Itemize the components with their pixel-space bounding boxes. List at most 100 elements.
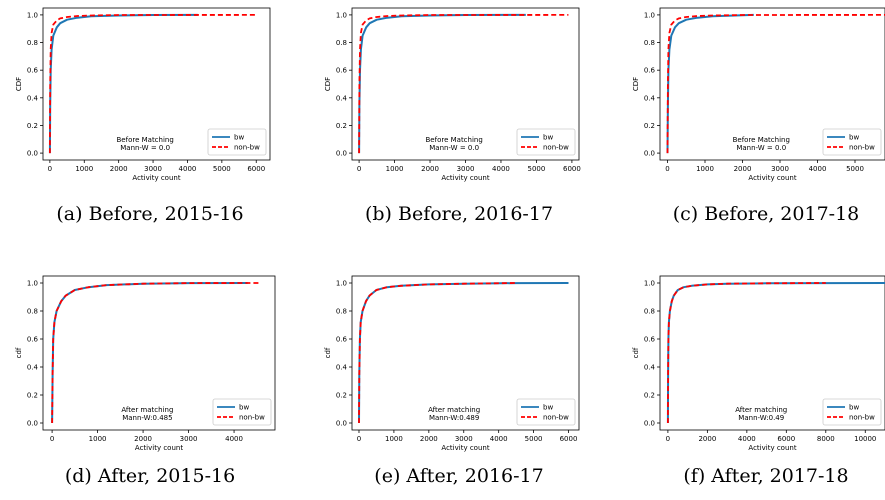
annotation-line: Mann-W:0.489 [429,414,479,422]
y-tick-label: 0.8 [27,39,38,47]
series-line-bw [666,13,754,154]
x-tick-label: 4000 [179,165,197,173]
legend-box [822,128,882,156]
series-line-non-bw [49,13,257,154]
series-group [358,282,569,424]
x-tick-label: 0 [50,435,54,443]
plot-frame [659,275,885,431]
caption-a: (a) Before, 2015-16 [56,203,244,225]
y-tick-label: 0.0 [336,420,347,428]
y-tick-label: 0.8 [644,39,655,47]
plot-frame [351,275,580,431]
x-axis-label: Activity count [748,444,796,452]
y-axis-label: cdf [324,347,332,358]
y-axis-label: cdf [632,347,640,358]
x-tick-label: 5000 [528,165,546,173]
x-tick-label: 4000 [809,165,827,173]
chart-panel-4: 0.0 0.2 0.4 0.6 0.8 1.0 0 1000 2000 3000 4000 5000 6… [324,275,580,452]
x-tick-label: 6000 [777,435,795,443]
x-tick-label: 0 [357,165,361,173]
annotation-line: Mann-W:0.49 [738,414,784,422]
x-tick-label: 0 [357,435,361,443]
y-tick-label: 0.6 [644,336,656,344]
series-group [48,13,257,154]
annotation-line: After matching [735,406,787,414]
series-group [666,13,885,154]
x-tick-label: 5000 [213,165,231,173]
x-tick-label: 4000 [225,435,243,443]
y-tick-label: 0.8 [27,308,38,316]
x-axis-label: Activity count [135,444,183,452]
x-tick-label: 1000 [385,435,403,443]
x-tick-label: 1000 [696,165,714,173]
x-tick-label: 6000 [563,165,581,173]
x-tick-label: 3000 [180,435,198,443]
y-tick-label: 0.2 [27,392,38,400]
x-axis-label: Activity count [748,174,796,182]
x-tick-label: 2000 [421,165,439,173]
y-tick-label: 1.0 [336,11,347,19]
y-tick-label: 0.0 [644,420,655,428]
y-tick-label: 0.0 [27,150,38,158]
y-tick-label: 0.0 [644,150,655,158]
series-line-non-bw [51,282,262,424]
legend-label-bw: bw [849,404,859,412]
y-tick-label: 0.6 [336,336,348,344]
annotation-line: Before Matching [117,136,174,144]
x-tick-label: 6000 [560,435,578,443]
y-axis-label: CDF [632,77,640,91]
legend-label-non-bw: non-bw [543,144,569,152]
annotation-line: After matching [121,406,173,414]
y-tick-label: 0.6 [27,67,39,75]
x-tick-label: 3000 [771,165,789,173]
x-tick-label: 2000 [734,165,752,173]
annotation-line: After matching [428,406,480,414]
legend-label-bw: bw [849,134,859,142]
series-group [358,13,569,154]
y-tick-label: 0.8 [336,39,347,47]
legend-label-bw: bw [543,134,553,142]
x-tick-label: 4000 [490,435,508,443]
caption-d: (d) After, 2015-16 [64,465,236,487]
annotation-line: Mann-W = 0.0 [736,144,786,152]
caption-f: (f) After, 2017-18 [683,465,849,487]
x-axis-label: Activity count [441,174,489,182]
y-tick-label: 0.4 [27,364,39,372]
legend-box [212,398,272,426]
x-tick-label: 2000 [698,435,716,443]
legend-label-bw: bw [234,134,244,142]
x-tick-label: 5000 [525,435,543,443]
y-tick-label: 0.0 [27,420,38,428]
x-tick-label: 3000 [144,165,162,173]
x-tick-label: 2000 [134,435,152,443]
x-tick-label: 5000 [846,165,864,173]
plot-frame [659,7,885,161]
annotation-line: Mann-W = 0.0 [429,144,479,152]
caption-b: (b) Before, 2016-17 [364,203,554,225]
legend-label-bw: bw [543,404,553,412]
series-line-non-bw [667,282,826,424]
x-tick-label: 2000 [420,435,438,443]
x-tick-label: 3000 [457,165,475,173]
x-tick-label: 0 [48,165,52,173]
series-line-non-bw [358,282,517,424]
chart-panel-1: 0.0 0.2 0.4 0.6 0.8 1.0 0 1000 2000 3000 4000 5000 6… [324,7,581,182]
series-line-bw [358,13,526,154]
legend-label-non-bw: non-bw [234,144,260,152]
y-tick-label: 0.2 [336,392,347,400]
y-tick-label: 1.0 [336,280,347,288]
x-tick-label: 1000 [89,435,107,443]
legend-label-non-bw: non-bw [849,144,875,152]
chart-panel-0: 0.0 0.2 0.4 0.6 0.8 1.0 0 1000 2000 3000 4000 5000 6… [15,7,271,182]
x-tick-label: 0 [666,435,670,443]
y-tick-label: 0.2 [644,122,655,130]
y-tick-label: 0.2 [644,392,655,400]
y-tick-label: 0.2 [27,122,38,130]
legend-label-bw: bw [239,404,249,412]
y-tick-label: 0.6 [644,67,656,75]
series-group [51,282,262,424]
y-tick-label: 0.4 [27,94,39,102]
x-tick-label: 8000 [817,435,835,443]
y-tick-label: 1.0 [644,11,655,19]
